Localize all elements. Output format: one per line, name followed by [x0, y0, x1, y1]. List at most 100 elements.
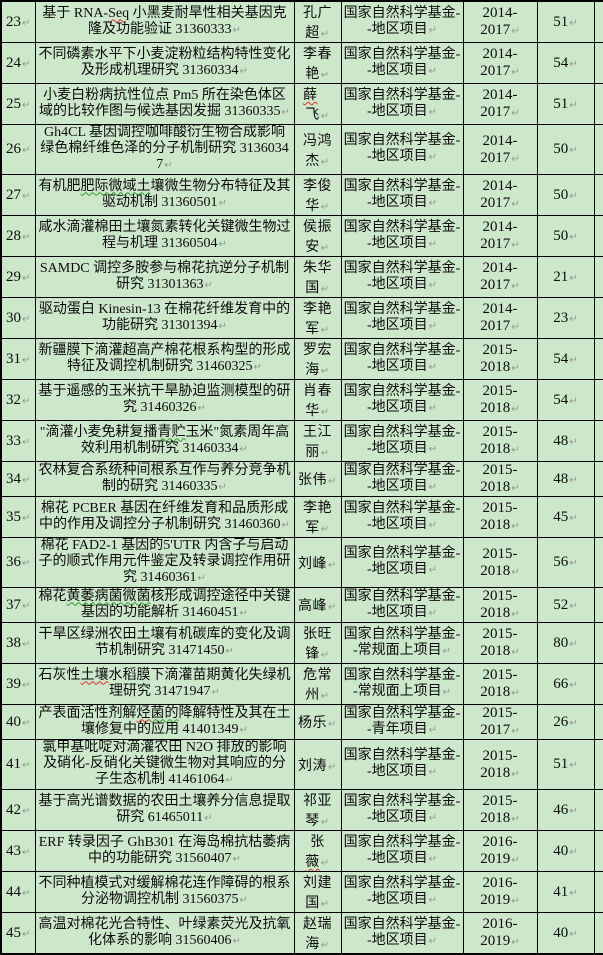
paragraph-mark-icon: ↵: [320, 202, 330, 213]
project-row: 36↵ 棉花 FAD2-1 基因的5'UTR 内含子与启动子的顺式作用元件鉴定及转…: [0, 537, 603, 588]
paragraph-mark-icon: ↵: [569, 17, 578, 29]
paragraph-mark-icon: ↵: [320, 691, 330, 702]
paragraph-mark-icon: ↵: [511, 855, 520, 866]
paragraph-mark-icon: ↵: [320, 366, 330, 377]
text-segment: 冯鸿杰: [303, 133, 332, 169]
spellcheck-underline: 黄萎病菌微菌: [66, 588, 151, 604]
text-segment: 飞: [305, 88, 332, 123]
project-title-cell: SAMDC 调控多胺参与棉花抗逆分子机制研究 31301363↵: [34, 256, 295, 298]
funding-source-cell: 国家自然科学基金--地区项目↵: [340, 496, 464, 538]
text-segment: 2015-2018: [480, 626, 518, 659]
paragraph-mark-icon: ↵: [22, 17, 31, 29]
funding-amount-cell: 54↵: [536, 379, 595, 421]
project-row: 33↵ "滴灌小麦免耕复播青贮玉米"氮素周年高效利用机制研究 31460334↵ 王…: [0, 420, 603, 462]
paragraph-mark-icon: ↵: [511, 108, 520, 119]
text-segment: 66: [553, 675, 569, 692]
funding-amount-cell: 56↵: [536, 537, 595, 588]
paragraph-mark-icon: ↵: [511, 67, 520, 78]
text-segment: 41: [553, 883, 569, 900]
paragraph-mark-icon: ↵: [204, 279, 213, 291]
paragraph-mark-icon: ↵: [511, 647, 520, 658]
pi-name-cell: 王江丽↵: [293, 420, 342, 462]
paragraph-mark-icon: ↵: [22, 354, 31, 366]
paragraph-mark-icon: ↵: [328, 719, 337, 730]
edge-sliver-cell: [593, 420, 603, 462]
paragraph-mark-icon: ↵: [320, 156, 330, 168]
paragraph-mark-icon: ↵: [225, 645, 234, 657]
project-row: 29↵ SAMDC 调控多胺参与棉花抗逆分子机制研究 31301363↵ 朱华国↵ 国…: [0, 256, 603, 298]
text-segment: 50: [553, 141, 569, 157]
text-segment: 27: [6, 186, 22, 203]
funding-source-cell: 国家自然科学基金--常规面上项目↵: [340, 622, 464, 664]
text-segment: 25: [6, 95, 22, 112]
edge-sliver-cell: [593, 83, 603, 125]
text-segment: 39: [6, 675, 22, 692]
project-years-cell: 2014-2017↵: [462, 174, 538, 216]
text-segment: 基于高光谱数据的农田土壤养分信息提取研究 61465011: [38, 793, 291, 825]
text-segment: 34: [6, 470, 22, 487]
paragraph-mark-icon: ↵: [320, 325, 330, 336]
text-segment: ERF 转录因子 GhB301 在海岛棉抗枯萎病中的功能研究 31560407: [38, 834, 291, 866]
project-title-cell: 产表面活性剂解烃菌的降解特性及其在土壤修复中的应用 41401349↵: [34, 704, 295, 740]
text-segment: 国家自然科学基金--地区项目: [343, 424, 461, 456]
project-row: 37↵ 棉花黄萎病菌微菌核形成调控途径中关键基因的功能解析 31460451↵ 高峰…: [0, 587, 603, 623]
row-number-cell: 43↵: [0, 830, 36, 872]
spellcheck-underline: 土壤: [80, 667, 109, 683]
row-number-cell: 27↵: [0, 174, 36, 216]
text-segment: 有机肥: [38, 178, 81, 194]
text-segment: 54: [553, 54, 569, 71]
text-segment: 李艳军: [303, 501, 332, 536]
funding-amount-cell: 51↵: [536, 739, 595, 790]
spellcheck-underline: 青贮: [157, 424, 186, 440]
funding-amount-cell: 26↵: [536, 704, 595, 740]
paragraph-mark-icon: ↵: [164, 160, 173, 171]
text-segment: 国家自然科学基金--青年项目: [343, 705, 461, 737]
paragraph-mark-icon: ↵: [218, 197, 227, 209]
paragraph-mark-icon: ↵: [22, 679, 31, 691]
text-segment: 国家自然科学基金--地区项目: [343, 462, 461, 494]
text-segment: 李俊华: [303, 179, 332, 214]
spellcheck-underline: 菌的: [150, 705, 179, 721]
paragraph-mark-icon: ↵: [211, 686, 220, 698]
text-segment: 李艳军: [303, 302, 332, 337]
spellcheck-underline: 薇: [305, 855, 320, 870]
text-segment: 新疆膜下滴灌超高产棉花根系构型的形成特征及调控机制研究 31460325: [38, 342, 291, 374]
project-title-cell: 棉花 PCBER 基因在纤维发育和品质形成中的作用及调控分子机制研究 31460…: [34, 496, 295, 538]
funding-source-cell: 国家自然科学基金--地区项目↵: [340, 537, 464, 588]
pi-name-cell: 刘峰↵: [293, 537, 342, 588]
paragraph-mark-icon: ↵: [569, 717, 578, 729]
text-segment: 危常州: [303, 668, 332, 703]
project-title-cell: 棉花 FAD2-1 基因的5'UTR 内含子与启动子的顺式作用元件鉴定及转录调控…: [34, 537, 295, 588]
pi-name-cell: 李艳军↵: [293, 297, 342, 339]
text-segment: 2014-2017: [480, 260, 518, 293]
funding-source-cell: 国家自然科学基金--地区项目↵: [340, 174, 464, 216]
text-segment: 2015-2018: [480, 342, 518, 375]
row-number-cell: 32↵: [0, 379, 36, 421]
paragraph-mark-icon: ↵: [511, 896, 520, 907]
paragraph-mark-icon: ↵: [569, 805, 578, 817]
text-segment: 2014-2017: [480, 5, 518, 38]
paragraph-mark-icon: ↵: [239, 894, 248, 906]
text-segment: 51: [553, 13, 569, 30]
text-segment: 36: [6, 554, 22, 570]
funding-source-cell: 国家自然科学基金--地区项目↵: [340, 215, 464, 257]
paragraph-mark-icon: ↵: [511, 153, 520, 165]
pi-name-cell: 罗宏海↵: [293, 338, 342, 380]
project-title-cell: 农林复合系统种间根系互作与养分竞争机制的研究 31460335↵: [34, 461, 295, 497]
text-segment: 48: [553, 470, 569, 487]
paragraph-mark-icon: ↵: [511, 404, 520, 415]
paragraph-mark-icon: ↵: [511, 521, 520, 532]
pi-name-cell: 杨乐↵: [293, 704, 342, 740]
text-segment: 国家自然科学基金--地区项目: [343, 133, 461, 164]
text-segment: "滴灌小麦免耕复播: [39, 424, 158, 440]
row-number-cell: 31↵: [0, 338, 36, 380]
paragraph-mark-icon: ↵: [428, 24, 438, 36]
paragraph-mark-icon: ↵: [428, 197, 438, 209]
funding-source-cell: 国家自然科学基金--地区项目↵: [340, 830, 464, 872]
paragraph-mark-icon: ↵: [428, 443, 438, 455]
paragraph-mark-icon: ↵: [281, 519, 290, 531]
text-segment: 56: [553, 554, 569, 570]
edge-sliver-cell: [593, 789, 603, 831]
edge-sliver-cell: [593, 663, 603, 705]
